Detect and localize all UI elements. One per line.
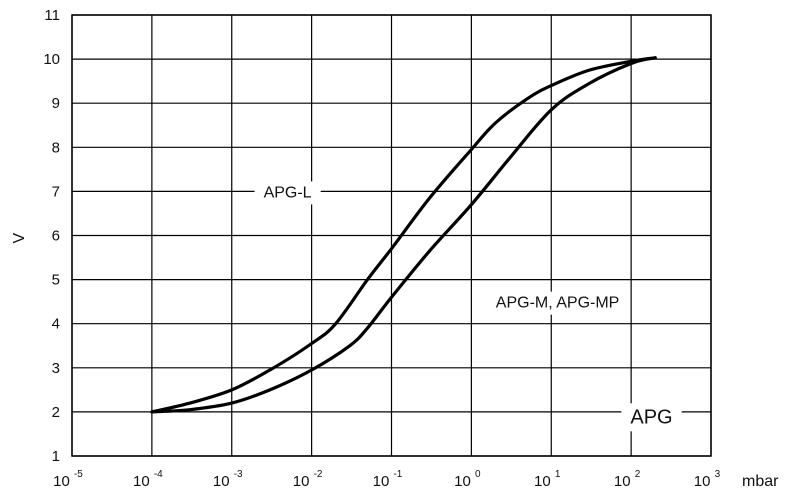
x-tick-label: 10 1 [534,469,561,490]
y-tick-label: 2 [52,404,60,421]
x-tick-label: 10 -2 [293,469,323,490]
annotation-label: APG-L [264,184,312,201]
y-tick-labels: 1 2 3 4 5 6 7 8 9 10 11 [43,7,60,465]
annotation-background [486,291,629,315]
y-tick-label: 5 [52,272,60,289]
plot-frame [71,14,712,457]
x-axis-label: mbar [742,473,779,490]
annotation-label: APG [630,406,672,428]
annotations: APG-L APG-M, APG-MP APG [254,181,682,432]
y-axis-label: V [11,233,28,244]
x-tick-labels: 10 -5 10 -4 10 -3 10 -2 10 -1 10 0 10 1 10 2 10 … [53,469,721,490]
y-tick-label: 10 [43,51,60,68]
x-tick-label: 10 0 [454,469,481,490]
x-tick-label: 10 -4 [133,469,163,490]
x-tick-label: 10 -5 [53,469,83,490]
x-tick-label: 10 -1 [373,469,403,490]
y-tick-label: 6 [52,228,60,245]
series-line-apg-m-apg-mp [150,56,657,414]
annotation-label: APG-M, APG-MP [496,295,620,312]
grid [71,14,712,457]
x-tick-label: 10 3 [694,469,721,490]
y-tick-label: 11 [44,7,60,24]
x-tick-label: 10 2 [614,469,641,490]
x-tick-label: 10 -3 [213,469,243,490]
annotation-background [621,403,682,432]
y-tick-label: 1 [52,448,60,465]
y-tick-label: 3 [52,360,60,377]
curves [150,56,657,414]
y-tick-label: 7 [52,183,60,200]
y-tick-label: 9 [52,95,60,112]
y-tick-label: 4 [52,316,60,333]
annotation-background [254,181,321,205]
y-tick-label: 8 [52,139,60,156]
series-line-apg-l [150,56,657,414]
